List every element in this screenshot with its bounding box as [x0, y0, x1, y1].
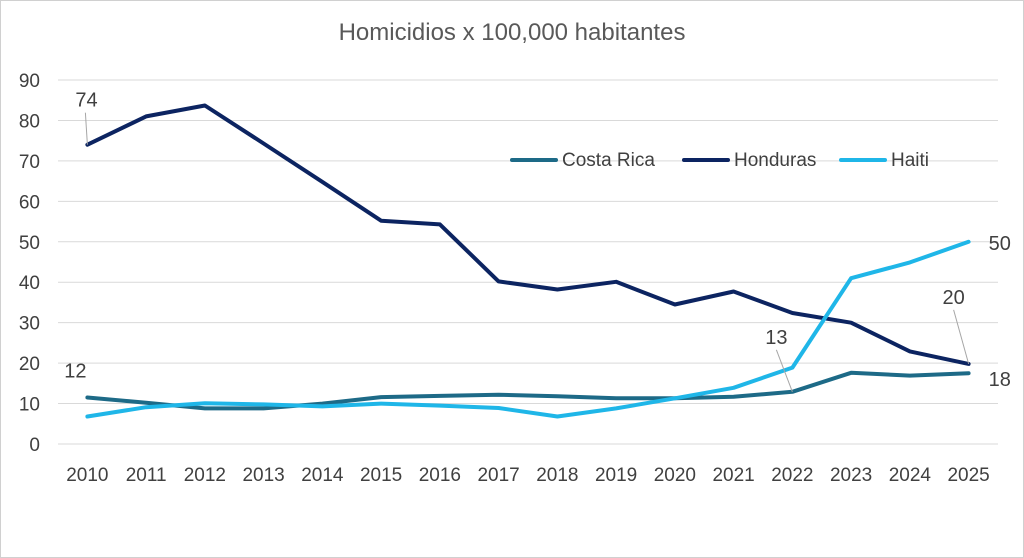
x-tick-label: 2024: [889, 465, 932, 486]
y-tick-label: 90: [19, 71, 40, 92]
series-line-honduras: [85, 103, 971, 366]
y-tick-label: 30: [19, 314, 40, 335]
y-tick-label: 50: [19, 233, 40, 254]
x-tick-label: 2021: [712, 465, 754, 486]
y-tick-label: 0: [29, 435, 40, 456]
x-tick-label: 2023: [830, 465, 872, 486]
x-tick-label: 2016: [419, 465, 461, 486]
series-line-costa-rica: [85, 370, 971, 411]
y-tick-label: 40: [19, 273, 40, 294]
legend-label: Haiti: [891, 150, 929, 171]
legend-label: Costa Rica: [562, 150, 655, 171]
y-tick-label: 60: [19, 192, 40, 213]
x-tick-label: 2010: [66, 465, 108, 486]
data-label: 12: [64, 360, 86, 382]
x-tick-label: 2020: [654, 465, 696, 486]
x-tick-label: 2014: [301, 465, 344, 486]
y-tick-label: 10: [19, 395, 40, 416]
y-tick-label: 80: [19, 111, 40, 132]
leader-line: [953, 309, 970, 365]
x-tick-label: 2012: [184, 465, 226, 486]
chart-title: Homicidios x 100,000 habitantes: [338, 19, 686, 46]
x-tick-label: 2011: [126, 465, 167, 486]
x-tick-label: 2019: [595, 465, 637, 486]
x-tick-label: 2022: [771, 465, 813, 486]
x-tick-label: 2015: [360, 465, 402, 486]
data-label: 13: [765, 327, 787, 349]
leader-line: [84, 112, 88, 145]
y-tick-label: 70: [19, 152, 40, 173]
x-tick-label: 2013: [242, 465, 284, 486]
x-tick-label: 2018: [536, 465, 578, 486]
data-label: 74: [75, 90, 97, 112]
leader-line: [775, 349, 793, 393]
data-label: 18: [989, 369, 1011, 391]
y-tick-label: 20: [19, 354, 40, 375]
series-line-haiti: [85, 239, 971, 419]
data-label: 50: [989, 233, 1011, 255]
x-tick-label: 2025: [947, 465, 989, 486]
legend-label: Honduras: [734, 150, 816, 171]
x-tick-label: 2017: [477, 465, 519, 486]
data-label: 20: [943, 287, 965, 309]
